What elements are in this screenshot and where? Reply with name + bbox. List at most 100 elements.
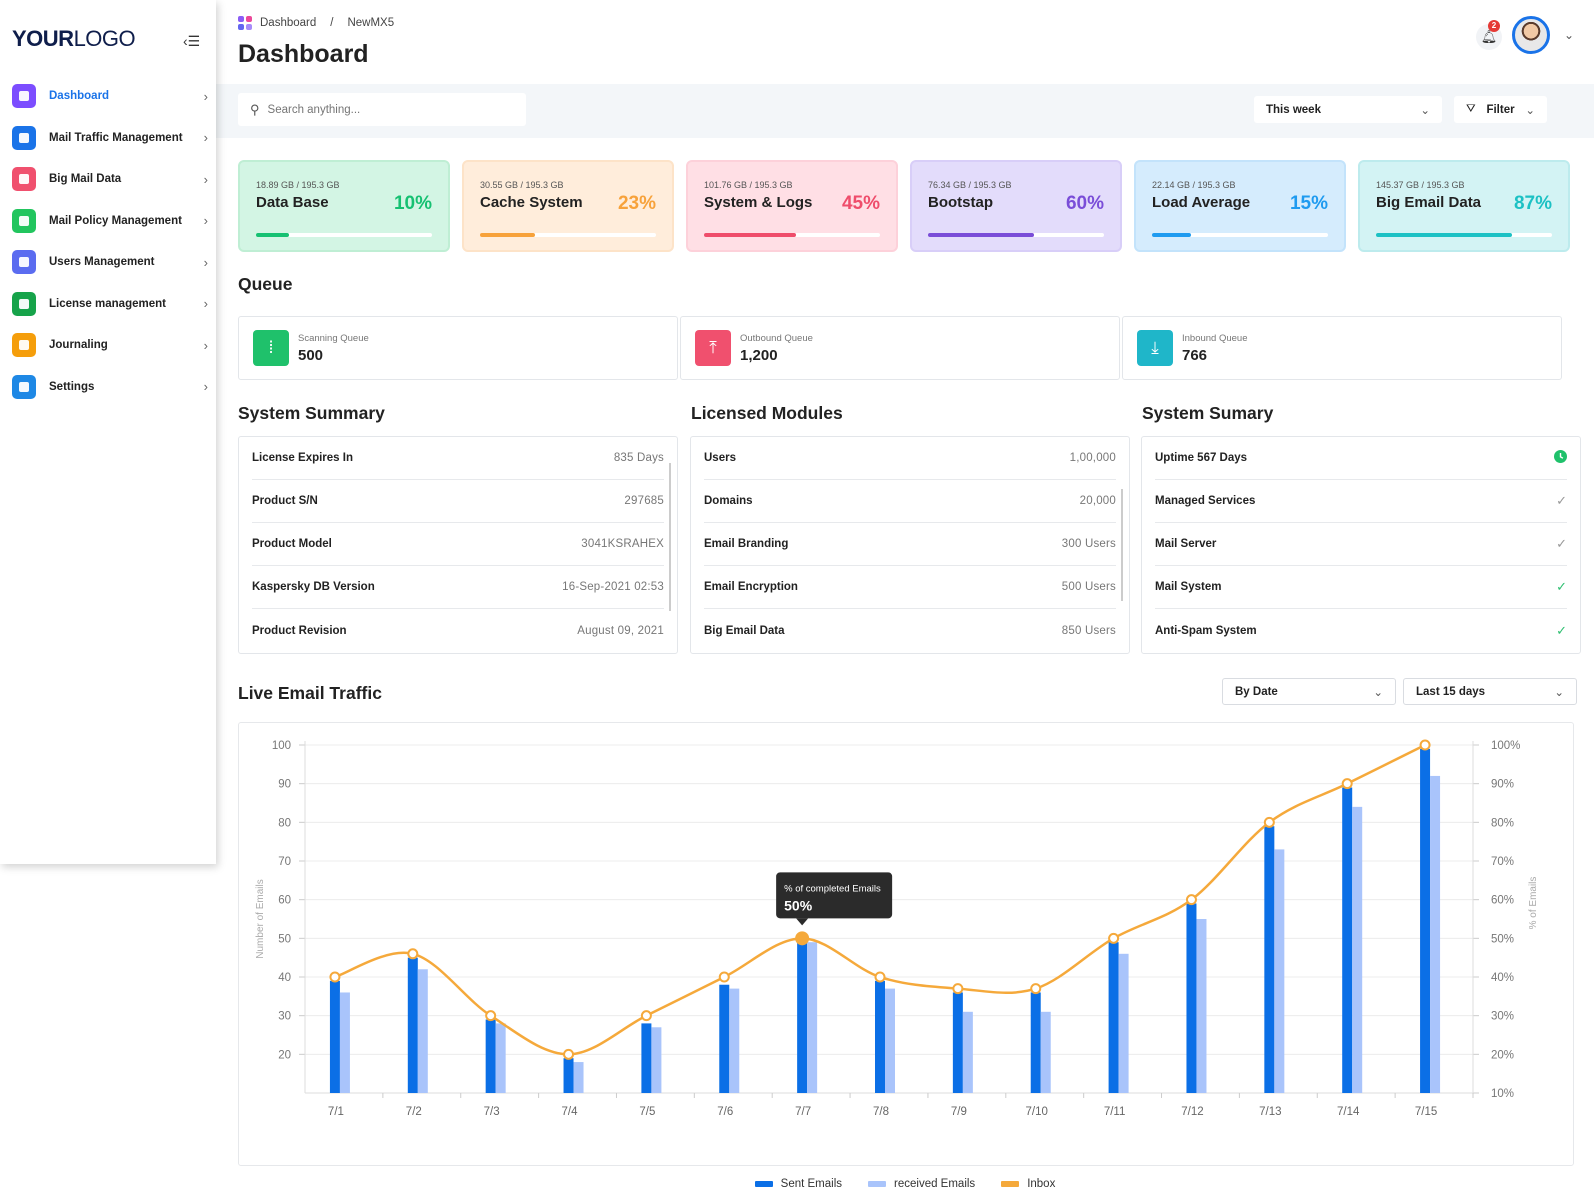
filter-button[interactable]: ⛛ Filter ⌄ <box>1454 96 1547 123</box>
inbox-point <box>485 1010 497 1022</box>
y2-tick-label: 70% <box>1491 856 1514 868</box>
storage-card[interactable]: 30.55 GB / 195.3 GB Cache System 23% <box>462 160 674 252</box>
period-value: This week <box>1266 103 1321 116</box>
system-status-title: System Sumary <box>1142 403 1274 423</box>
sidebar-item-label: License management <box>49 297 166 310</box>
search-input[interactable] <box>267 103 508 116</box>
table-row: Product Model 3041KSRAHEX <box>252 523 664 566</box>
inbox-point <box>1341 778 1353 790</box>
gear-icon <box>12 374 36 399</box>
inbox-point <box>563 1048 575 1060</box>
collapse-menu-icon[interactable]: ‹☰ <box>183 33 201 49</box>
storage-card[interactable]: 18.89 GB / 195.3 GB Data Base 10% <box>238 160 450 252</box>
sidebar-item-settings[interactable]: Settings › <box>12 374 208 399</box>
y2-tick-label: 40% <box>1491 972 1514 984</box>
sidebar-item-mail-policy-management[interactable]: Mail Policy Management › <box>12 208 208 233</box>
bar-sent <box>952 992 963 1093</box>
x-tick-label: 7/15 <box>1415 1106 1437 1118</box>
legend-item[interactable]: Inbox <box>1001 1178 1055 1190</box>
x-tick-label: 7/14 <box>1337 1106 1360 1118</box>
x-tick-label: 7/12 <box>1181 1106 1203 1118</box>
system-summary-table: License Expires In 835 Days Product S/N 297… <box>238 436 678 654</box>
sidebar-item-label: Big Mail Data <box>49 173 122 185</box>
legend-item[interactable]: Sent Emails <box>754 1178 842 1190</box>
y-axis-label: Number of Emails <box>255 879 266 958</box>
check-icon: ✓ <box>1556 536 1567 551</box>
licensed-modules-table: Users 1,00,000 Domains 20,000 Email Branding… <box>690 436 1130 654</box>
queue-value: 766 <box>1182 346 1208 364</box>
sidebar-item-users-management[interactable]: Users Management › <box>12 250 208 274</box>
scrollbar[interactable] <box>1121 489 1123 601</box>
lock-icon <box>12 291 36 316</box>
y-tick-label: 20 <box>278 1049 291 1061</box>
storage-name: Data Base <box>256 194 329 211</box>
row-label: Mail Server <box>1155 538 1217 550</box>
legend-swatch <box>754 1181 773 1187</box>
sidebar-item-dashboard[interactable]: Dashboard › <box>12 84 208 108</box>
y2-axis-label: % of Emails <box>1528 877 1539 930</box>
bar-received <box>1352 806 1363 1093</box>
row-label: Product S/N <box>252 495 318 507</box>
inbox-point <box>329 971 341 983</box>
row-value: 1,00,000 <box>1069 452 1116 464</box>
barcode-scan-icon: ⦙ <box>253 330 289 366</box>
table-row: Users 1,00,000 <box>704 437 1116 480</box>
tooltip-value: 50% <box>784 897 813 913</box>
storage-name: Bootstap <box>928 194 993 211</box>
table-row: Big Email Data 850 Users <box>704 609 1116 652</box>
row-value: 835 Days <box>613 452 664 464</box>
y-tick-label: 100 <box>272 740 291 752</box>
search-box[interactable]: ⚲ <box>238 93 526 126</box>
avatar[interactable] <box>1512 16 1550 54</box>
chevron-down-icon[interactable]: ⌄ <box>1564 28 1575 42</box>
y2-tick-label: 90% <box>1491 779 1514 791</box>
storage-card[interactable]: 101.76 GB / 195.3 GB System & Logs 45% <box>686 160 898 252</box>
y2-tick-label: 30% <box>1491 1011 1514 1023</box>
queue-card[interactable]: ⤓ Inbound Queue 766 <box>1122 316 1562 380</box>
period-select[interactable]: This week ⌄ <box>1254 96 1442 123</box>
inbox-point <box>952 983 964 995</box>
sidebar-item-journaling[interactable]: Journaling › <box>12 333 208 357</box>
bar-received <box>1274 849 1285 1093</box>
breadcrumb-dashboard[interactable]: Dashboard <box>260 17 317 29</box>
sidebar-item-label: Users Management <box>49 256 155 268</box>
progress-fill <box>256 233 290 237</box>
table-row: Product Revision August 09, 2021 <box>252 609 664 652</box>
main-content: Dashboard / NewMX5 Dashboard 🔔︎ 2 ⌄ ⚲ Th… <box>216 0 1594 1200</box>
storage-card[interactable]: 76.34 GB / 195.3 GB Bootstap 60% <box>910 160 1122 252</box>
queue-card[interactable]: ⤒ Outbound Queue 1,200 <box>680 316 1120 380</box>
bar-received <box>339 992 350 1093</box>
x-tick-label: 7/1 <box>328 1106 344 1118</box>
storage-card[interactable]: 22.14 GB / 195.3 GB Load Average 15% <box>1134 160 1346 252</box>
globe-icon <box>12 167 36 191</box>
sidebar-item-mail-traffic-management[interactable]: Mail Traffic Management › <box>12 125 208 150</box>
progress-bar <box>704 233 880 237</box>
chevron-right-icon: › <box>203 379 208 394</box>
sidebar-item-label: Dashboard <box>49 90 110 102</box>
sidebar-item-license-management[interactable]: License management › <box>12 291 208 316</box>
bar-sent <box>1342 787 1353 1093</box>
scrollbar[interactable] <box>669 463 671 611</box>
logo[interactable]: YOURLOGO <box>12 26 136 51</box>
tooltip-label: % of completed Emails <box>784 883 881 894</box>
storage-percent: 15% <box>1289 193 1328 214</box>
legend-item[interactable]: received Emails <box>868 1178 975 1190</box>
bar-received <box>417 969 428 1093</box>
range-select[interactable]: Last 15 days ⌄ <box>1403 678 1577 705</box>
bar-received <box>885 988 895 1093</box>
queue-label: Inbound Queue <box>1182 332 1248 344</box>
inbox-point <box>1263 816 1275 828</box>
search-icon: ⚲ <box>250 101 260 117</box>
chevron-down-icon: ⌄ <box>1420 104 1430 117</box>
journal-icon <box>12 333 36 357</box>
group-by-select[interactable]: By Date ⌄ <box>1222 678 1396 705</box>
filter-icon: ⛛ <box>1466 103 1476 115</box>
chevron-right-icon: › <box>203 296 208 311</box>
storage-card[interactable]: 145.37 GB / 195.3 GB Big Email Data 87% <box>1358 160 1570 252</box>
legend-label: received Emails <box>894 1178 976 1190</box>
row-label: Kaspersky DB Version <box>252 581 375 593</box>
sidebar-item-big-mail-data[interactable]: Big Mail Data › <box>12 167 208 191</box>
queue-card[interactable]: ⦙ Scanning Queue 500 <box>238 316 678 380</box>
bar-sent <box>1420 748 1431 1093</box>
row-value: 20,000 <box>1079 495 1116 507</box>
